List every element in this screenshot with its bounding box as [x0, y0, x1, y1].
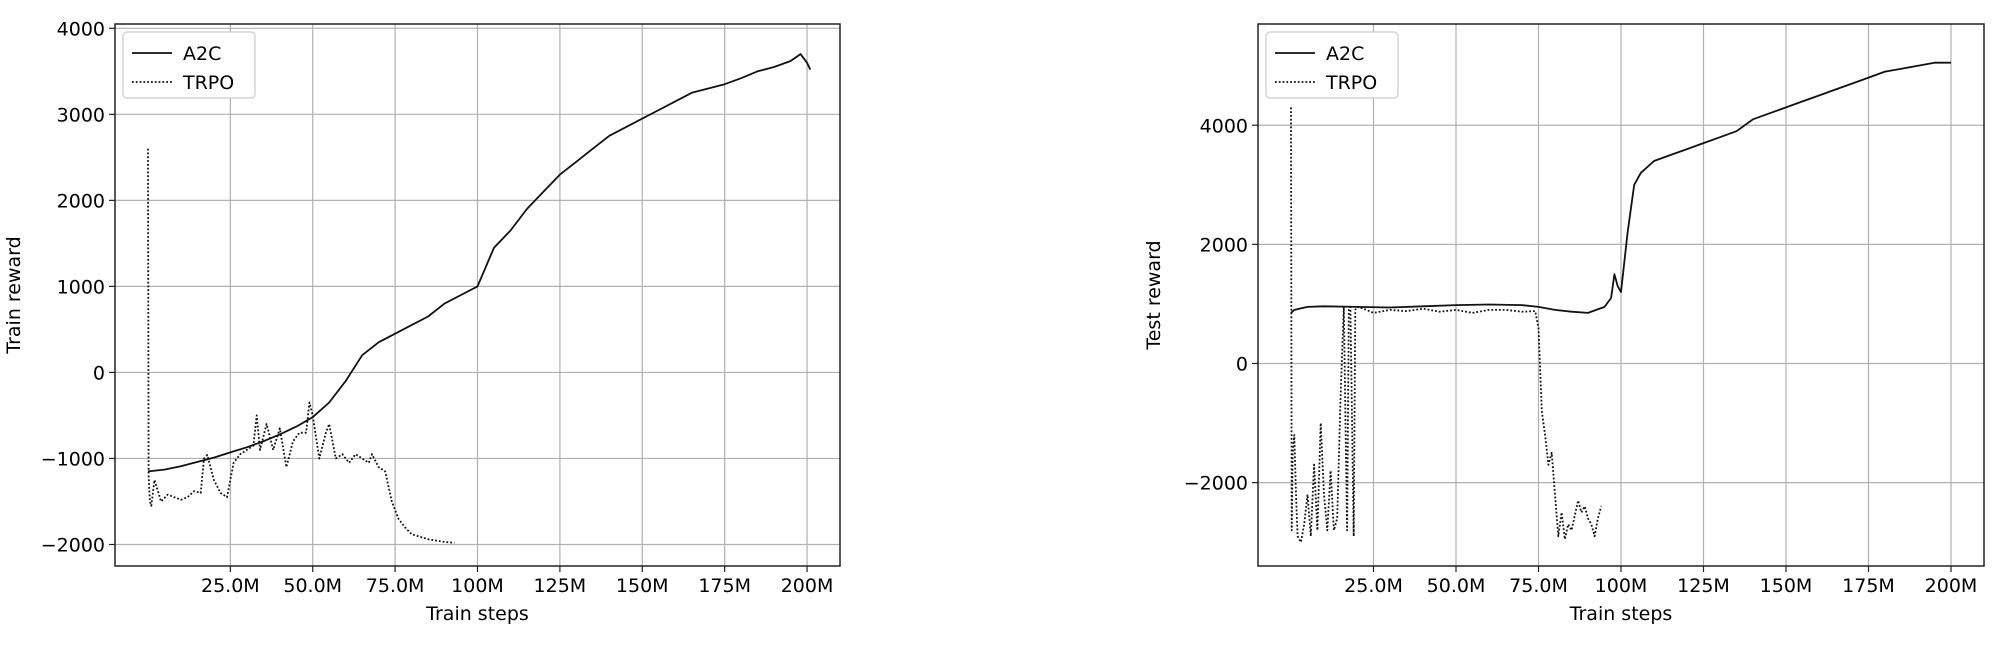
chart-2: 25.0M 50.0M 75.0M 100M 125M 150M 175M 200M −2000…: [1143, 23, 1985, 625]
series-line-a2c: [147, 53, 812, 473]
x-axis-label: Train steps: [1569, 603, 1673, 625]
chart-1: 25.0M 50.0M 75.0M 100M 125M 150M 175M 200M −2000…: [3, 18, 841, 625]
y-tick-label: 4000: [1200, 115, 1248, 137]
series-line-trpo: [147, 148, 455, 544]
legend: A2C TRPO: [122, 31, 256, 99]
x-tick-label: 25.0M: [201, 575, 260, 597]
legend-label-trpo: TRPO: [1325, 72, 1377, 94]
y-tick-label: 3000: [57, 104, 105, 126]
x-tick-label: 25.0M: [1344, 575, 1403, 597]
series-line-trpo: [1290, 107, 1603, 544]
legend-label-trpo: TRPO: [182, 72, 234, 94]
x-tick-label: 75.0M: [1509, 575, 1568, 597]
x-tick-label: 200M: [781, 575, 834, 597]
x-tick-label: 175M: [1842, 575, 1895, 597]
y-tick-label: 4000: [57, 18, 105, 40]
y-tick-label: 1000: [57, 276, 105, 298]
y-tick-label: −1000: [41, 448, 105, 470]
y-tick-label: 0: [1236, 353, 1248, 375]
legend-label-a2c: A2C: [1326, 43, 1364, 65]
x-tick-label: 175M: [698, 575, 751, 597]
x-tick-label: 125M: [1677, 575, 1730, 597]
y-tick-label: 2000: [1200, 234, 1248, 256]
x-tick-label: 50.0M: [1427, 575, 1486, 597]
y-tick-label: −2000: [41, 534, 105, 556]
y-axis-label: Train reward: [3, 236, 25, 354]
series-line-a2c: [1290, 61, 1951, 314]
legend: A2C TRPO: [1265, 31, 1399, 99]
x-axis-label: Train steps: [425, 603, 529, 625]
y-tick-label: 2000: [57, 190, 105, 212]
y-tick-label: 0: [93, 362, 105, 384]
legend-label-a2c: A2C: [183, 43, 221, 65]
x-tick-label: 100M: [1595, 575, 1648, 597]
x-tick-label: 75.0M: [366, 575, 425, 597]
x-tick-label: 200M: [1925, 575, 1978, 597]
x-tick-label: 150M: [1760, 575, 1813, 597]
x-tick-label: 100M: [451, 575, 504, 597]
x-tick-label: 125M: [534, 575, 587, 597]
y-axis-label: Test reward: [1143, 240, 1165, 350]
x-tick-label: 150M: [616, 575, 669, 597]
y-tick-label: −2000: [1184, 473, 1248, 495]
x-tick-label: 50.0M: [283, 575, 342, 597]
